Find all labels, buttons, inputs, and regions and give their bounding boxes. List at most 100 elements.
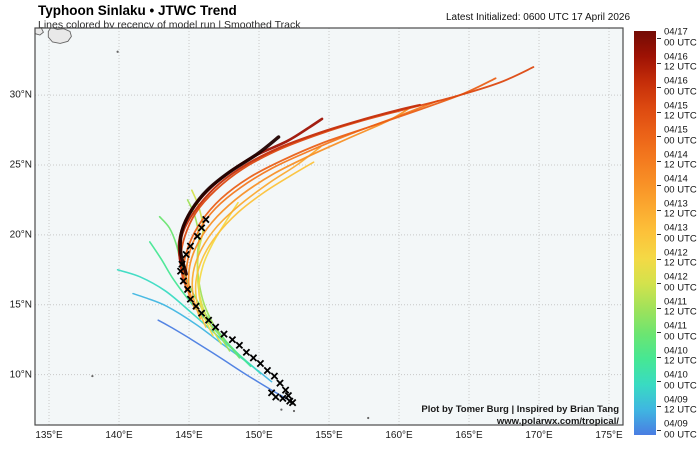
observed-position-marker <box>186 242 195 250</box>
y-tick-label: 10°N <box>9 369 32 381</box>
colorbar-label: 04/17 00 UTC <box>664 26 697 49</box>
x-tick-label: 155°E <box>315 430 343 441</box>
observed-position-marker <box>183 285 192 294</box>
colorbar-label-time: 00 UTC <box>664 380 697 391</box>
colorbar-label-date: 04/13 <box>664 222 688 234</box>
colorbar-label-time: 00 UTC <box>664 184 697 195</box>
observed-position-marker <box>288 398 297 407</box>
observed-position-marker <box>276 379 284 387</box>
colorbar-tick <box>657 160 661 162</box>
colorbar-label-time: 12 UTC <box>664 110 697 122</box>
y-tick-label: 20°N <box>9 229 32 241</box>
island-dot <box>280 408 283 411</box>
x-tick-label: 175°E <box>595 430 623 441</box>
model-track-04-17-00-UTC <box>178 135 281 276</box>
observed-position-marker <box>235 341 244 350</box>
observed-position-marker <box>192 302 200 310</box>
colorbar-label-date: 04/11 <box>664 296 688 307</box>
model-track-04-15-12-UTC <box>179 66 535 284</box>
colorbar-label-date: 04/09 <box>664 394 688 405</box>
colorbar-tick <box>657 185 661 186</box>
model-track-04-09-00-UTC <box>157 319 292 402</box>
colorbar-tick <box>657 87 661 88</box>
colorbar-label-time: 00 UTC <box>664 233 697 244</box>
colorbar-label: 04/16 00 UTC <box>664 76 697 98</box>
observed-position-marker <box>279 394 287 403</box>
colorbar-label-date: 04/11 <box>664 320 688 332</box>
colorbar-label-time: 12 UTC <box>664 355 697 367</box>
colorbar-tick <box>657 332 661 333</box>
model-track-04-12-12-UTC <box>198 201 239 337</box>
observed-position-marker <box>178 260 186 268</box>
observed-position-marker <box>228 335 237 344</box>
observed-position-marker <box>179 277 188 285</box>
colorbar-label: 04/12 00 UTC <box>664 272 697 294</box>
colorbar-tick <box>657 307 661 309</box>
colorbar-tick <box>657 209 661 211</box>
latest-init-label: Latest Initialized: 0600 UTC 17 April 20… <box>446 12 630 23</box>
colorbar-tick <box>657 430 661 431</box>
page-title: Typhoon Sinlaku • JTWC Trend <box>38 3 237 18</box>
colorbar-label-time: 12 UTC <box>664 61 697 73</box>
colorbar-label: 04/14 12 UTC <box>664 149 697 171</box>
colorbar-label-time: 12 UTC <box>664 404 697 416</box>
observed-position-marker <box>197 309 206 317</box>
colorbar-label-time: 00 UTC <box>664 37 697 48</box>
x-tick-label: 135°E <box>35 430 63 441</box>
colorbar-label-date: 04/14 <box>664 173 688 185</box>
x-tick-label: 170°E <box>525 430 553 441</box>
colorbar-label: 04/09 00 UTC <box>664 418 697 441</box>
colorbar-label: 04/11 00 UTC <box>664 320 697 343</box>
island-dot <box>367 416 370 420</box>
model-track-04-13-12-UTC <box>191 146 322 320</box>
colorbar-label-date: 04/09 <box>664 418 688 430</box>
colorbar-label: 04/12 12 UTC <box>664 247 697 269</box>
x-tick-label: 145°E <box>175 430 203 441</box>
observed-position-marker <box>256 359 265 368</box>
colorbar-label-date: 04/10 <box>664 369 688 381</box>
colorbar-tick <box>657 62 661 64</box>
plot-frame <box>34 27 624 426</box>
observed-position-marker <box>202 215 210 224</box>
colorbar-label: 04/09 12 UTC <box>664 394 697 416</box>
colorbar-tick <box>657 356 661 358</box>
colorbar-label-date: 04/15 <box>664 100 688 111</box>
island-dot <box>91 374 94 378</box>
colorbar-label: 04/10 00 UTC <box>664 369 697 392</box>
model-track-04-13-00-UTC <box>194 161 315 328</box>
land-polygon <box>35 28 44 36</box>
colorbar-label: 04/13 12 UTC <box>664 198 697 220</box>
observed-position-marker <box>270 372 279 380</box>
observed-position-marker <box>186 295 195 303</box>
x-tick-label: 160°E <box>385 430 413 441</box>
colorbar-label-time: 12 UTC <box>664 306 697 318</box>
colorbar-label-date: 04/12 <box>664 247 688 258</box>
colorbar-label-date: 04/15 <box>664 124 688 136</box>
colorbar-tick <box>657 38 661 39</box>
x-tick-label: 140°E <box>105 430 133 441</box>
colorbar-label-date: 04/13 <box>664 198 688 209</box>
colorbar-tick <box>657 258 661 260</box>
y-tick-label: 25°N <box>9 159 32 171</box>
colorbar-tick <box>657 283 661 284</box>
observed-position-marker <box>263 366 272 375</box>
observed-position-marker <box>249 354 258 362</box>
x-tick-label: 165°E <box>455 430 483 441</box>
credits: Plot by Tomer Burg | Inspired by Brian T… <box>421 404 619 427</box>
observed-position-marker <box>242 348 251 357</box>
colorbar-tick <box>657 234 661 235</box>
colorbar-label-date: 04/10 <box>664 345 688 356</box>
colorbar-tick <box>657 381 661 382</box>
colorbar-label-time: 00 UTC <box>664 135 697 146</box>
observed-position-marker <box>197 224 206 232</box>
colorbar-label-time: 00 UTC <box>664 429 697 440</box>
colorbar <box>634 31 656 435</box>
colorbar-label-date: 04/14 <box>664 149 688 160</box>
colorbar-label-time: 00 UTC <box>664 331 697 342</box>
colorbar-label-date: 04/16 <box>664 51 688 62</box>
colorbar-label: 04/16 12 UTC <box>664 51 697 73</box>
observed-position-marker <box>281 386 290 394</box>
colorbar-label-date: 04/17 <box>664 26 688 38</box>
